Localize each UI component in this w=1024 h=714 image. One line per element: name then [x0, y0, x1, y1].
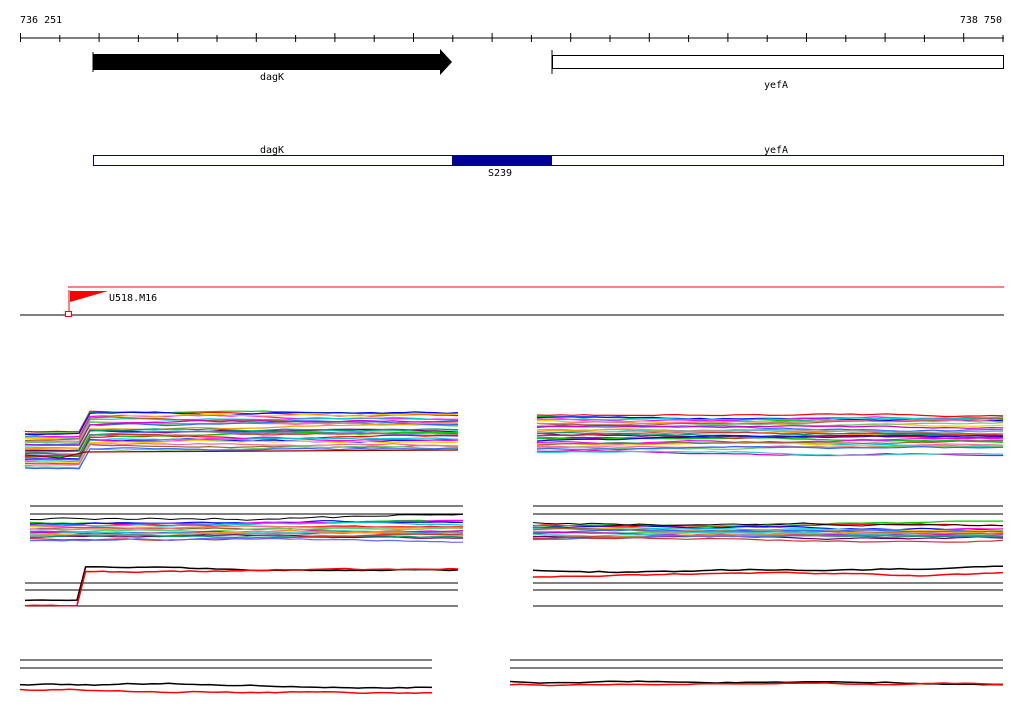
- signal-trace: [536, 428, 1004, 434]
- ruler-end-label: 738 750: [960, 15, 1002, 26]
- signal-trace: [24, 439, 459, 465]
- marker-track: U518.M16: [20, 286, 1004, 317]
- signal-trace: [24, 447, 459, 470]
- signal-trace: [24, 411, 459, 436]
- transcript-highlight-label: S239: [488, 168, 512, 179]
- signal-trace: [24, 419, 459, 446]
- gene-arrow-dagk[interactable]: [93, 49, 452, 75]
- signal-trace: [536, 418, 1004, 425]
- signal-trace: [25, 428, 459, 453]
- signal-trace: [536, 440, 1004, 446]
- signal-trace: [536, 445, 1004, 451]
- signal-panel-row3-right: [532, 565, 1004, 607]
- signal-trace: [532, 536, 1004, 543]
- signal-trace-black: [19, 682, 433, 689]
- gene-track: dagK yefA: [92, 49, 1004, 91]
- transcript-track: dagK yefA S239: [93, 145, 1004, 179]
- signal-trace-black: [532, 522, 1004, 527]
- signal-trace: [536, 413, 1004, 418]
- signal-trace: [29, 537, 464, 543]
- transcript-highlight-segment[interactable]: [452, 155, 552, 166]
- signal-trace: [536, 416, 1004, 421]
- signal-trace: [24, 442, 459, 467]
- gene-label-dagk: dagK: [260, 72, 284, 83]
- signal-panel-row2-right: [532, 505, 1004, 543]
- signal-trace: [532, 520, 1003, 527]
- signal-trace-black: [29, 513, 464, 521]
- signal-trace-red: [24, 567, 459, 607]
- signal-trace: [29, 527, 464, 533]
- signal-trace: [24, 416, 459, 439]
- gene-box-yefa[interactable]: [552, 55, 1004, 69]
- signal-trace-black: [24, 566, 459, 602]
- signal-trace: [536, 435, 1004, 442]
- signal-trace: [536, 424, 1004, 429]
- signal-trace: [536, 436, 1004, 443]
- signal-trace: [532, 524, 1004, 531]
- transcript-label-yefa: yefA: [764, 145, 788, 156]
- ruler-start-label: 736 251: [20, 15, 62, 26]
- marker-anchor-box: [65, 311, 72, 317]
- signal-trace: [29, 521, 464, 527]
- signal-trace: [24, 437, 459, 463]
- signal-trace-red: [19, 688, 433, 694]
- transcript-label-dagk: dagK: [260, 145, 284, 156]
- signal-trace: [536, 418, 1004, 427]
- signal-trace-red: [532, 571, 1004, 578]
- signal-trace: [29, 531, 464, 537]
- signal-trace: [532, 531, 1004, 538]
- signal-panel-row1-left: [24, 410, 459, 470]
- signal-panel-row4-left: [19, 659, 433, 694]
- signal-trace: [29, 529, 464, 535]
- signal-trace: [536, 422, 1004, 429]
- signal-trace: [536, 437, 1004, 445]
- gene-label-yefa: yefA: [764, 80, 788, 91]
- signal-trace: [24, 422, 459, 450]
- signal-trace: [24, 444, 459, 465]
- signal-trace: [536, 450, 1003, 457]
- signal-panel-row1-right: [536, 413, 1004, 457]
- signal-trace: [29, 525, 464, 531]
- signal-trace-red: [509, 682, 1004, 687]
- signal-trace: [537, 431, 1004, 437]
- signal-trace: [24, 449, 459, 459]
- signal-trace: [532, 528, 1004, 534]
- signal-trace: [24, 410, 459, 433]
- signal-panel-row4-right: [509, 659, 1004, 687]
- signal-trace: [29, 534, 464, 539]
- signal-trace: [536, 443, 1004, 449]
- signal-panels: [19, 410, 1004, 694]
- marker-flag-icon[interactable]: [70, 291, 108, 302]
- signal-panel-row3-left: [24, 566, 459, 607]
- coordinate-ruler: 736 251 738 750: [20, 15, 1004, 42]
- signal-panel-row2-left: [29, 505, 464, 543]
- marker-label[interactable]: U518.M16: [109, 293, 157, 304]
- signal-trace-black: [532, 565, 1003, 574]
- signal-trace: [532, 534, 1004, 541]
- signal-trace: [24, 431, 458, 459]
- ruler-ticks: [20, 33, 1004, 42]
